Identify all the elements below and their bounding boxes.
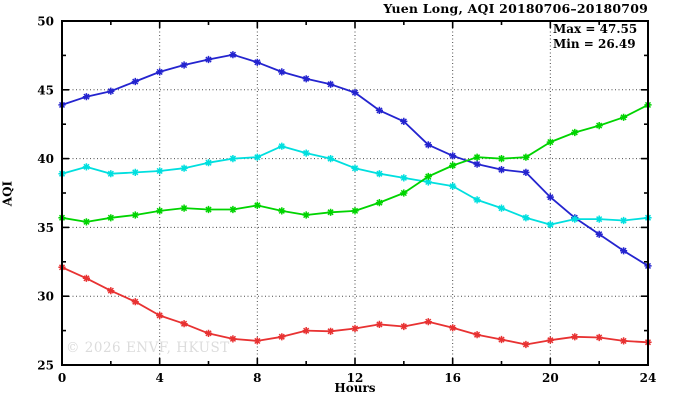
x-tick-label: 8 <box>253 371 261 385</box>
max-value-label: Max = 47.55 <box>553 22 638 36</box>
x-tick-label: 0 <box>58 371 66 385</box>
x-tick-label: 20 <box>542 371 559 385</box>
plot-border <box>61 20 649 366</box>
chart-title: Yuen Long, AQI 20180706–20180709 <box>383 1 648 16</box>
series-markers-cyan <box>58 142 652 229</box>
y-tick-label: 25 <box>37 359 54 373</box>
y-tick-label: 35 <box>37 221 54 235</box>
y-tick-label: 45 <box>37 83 54 97</box>
x-tick-label: 4 <box>155 371 163 385</box>
watermark: © 2026 ENVF, HKUST <box>66 340 230 356</box>
x-tick-label: 12 <box>347 371 364 385</box>
max-min-annotation: Max = 47.55 Min = 26.49 <box>553 22 637 52</box>
x-axis-label: Hours <box>334 381 376 395</box>
y-tick-label: 30 <box>37 290 54 304</box>
x-tick-label: 24 <box>640 371 657 385</box>
series-markers-red <box>58 263 652 349</box>
y-tick-label: 50 <box>37 15 54 29</box>
y-tick-label: 40 <box>37 152 54 166</box>
min-value-label: Min = 26.49 <box>553 37 636 51</box>
series-markers-blue <box>58 51 652 270</box>
y-axis-label: AQI <box>0 180 15 207</box>
series-line-blue <box>61 53 649 267</box>
x-tick-label: 16 <box>444 371 461 385</box>
